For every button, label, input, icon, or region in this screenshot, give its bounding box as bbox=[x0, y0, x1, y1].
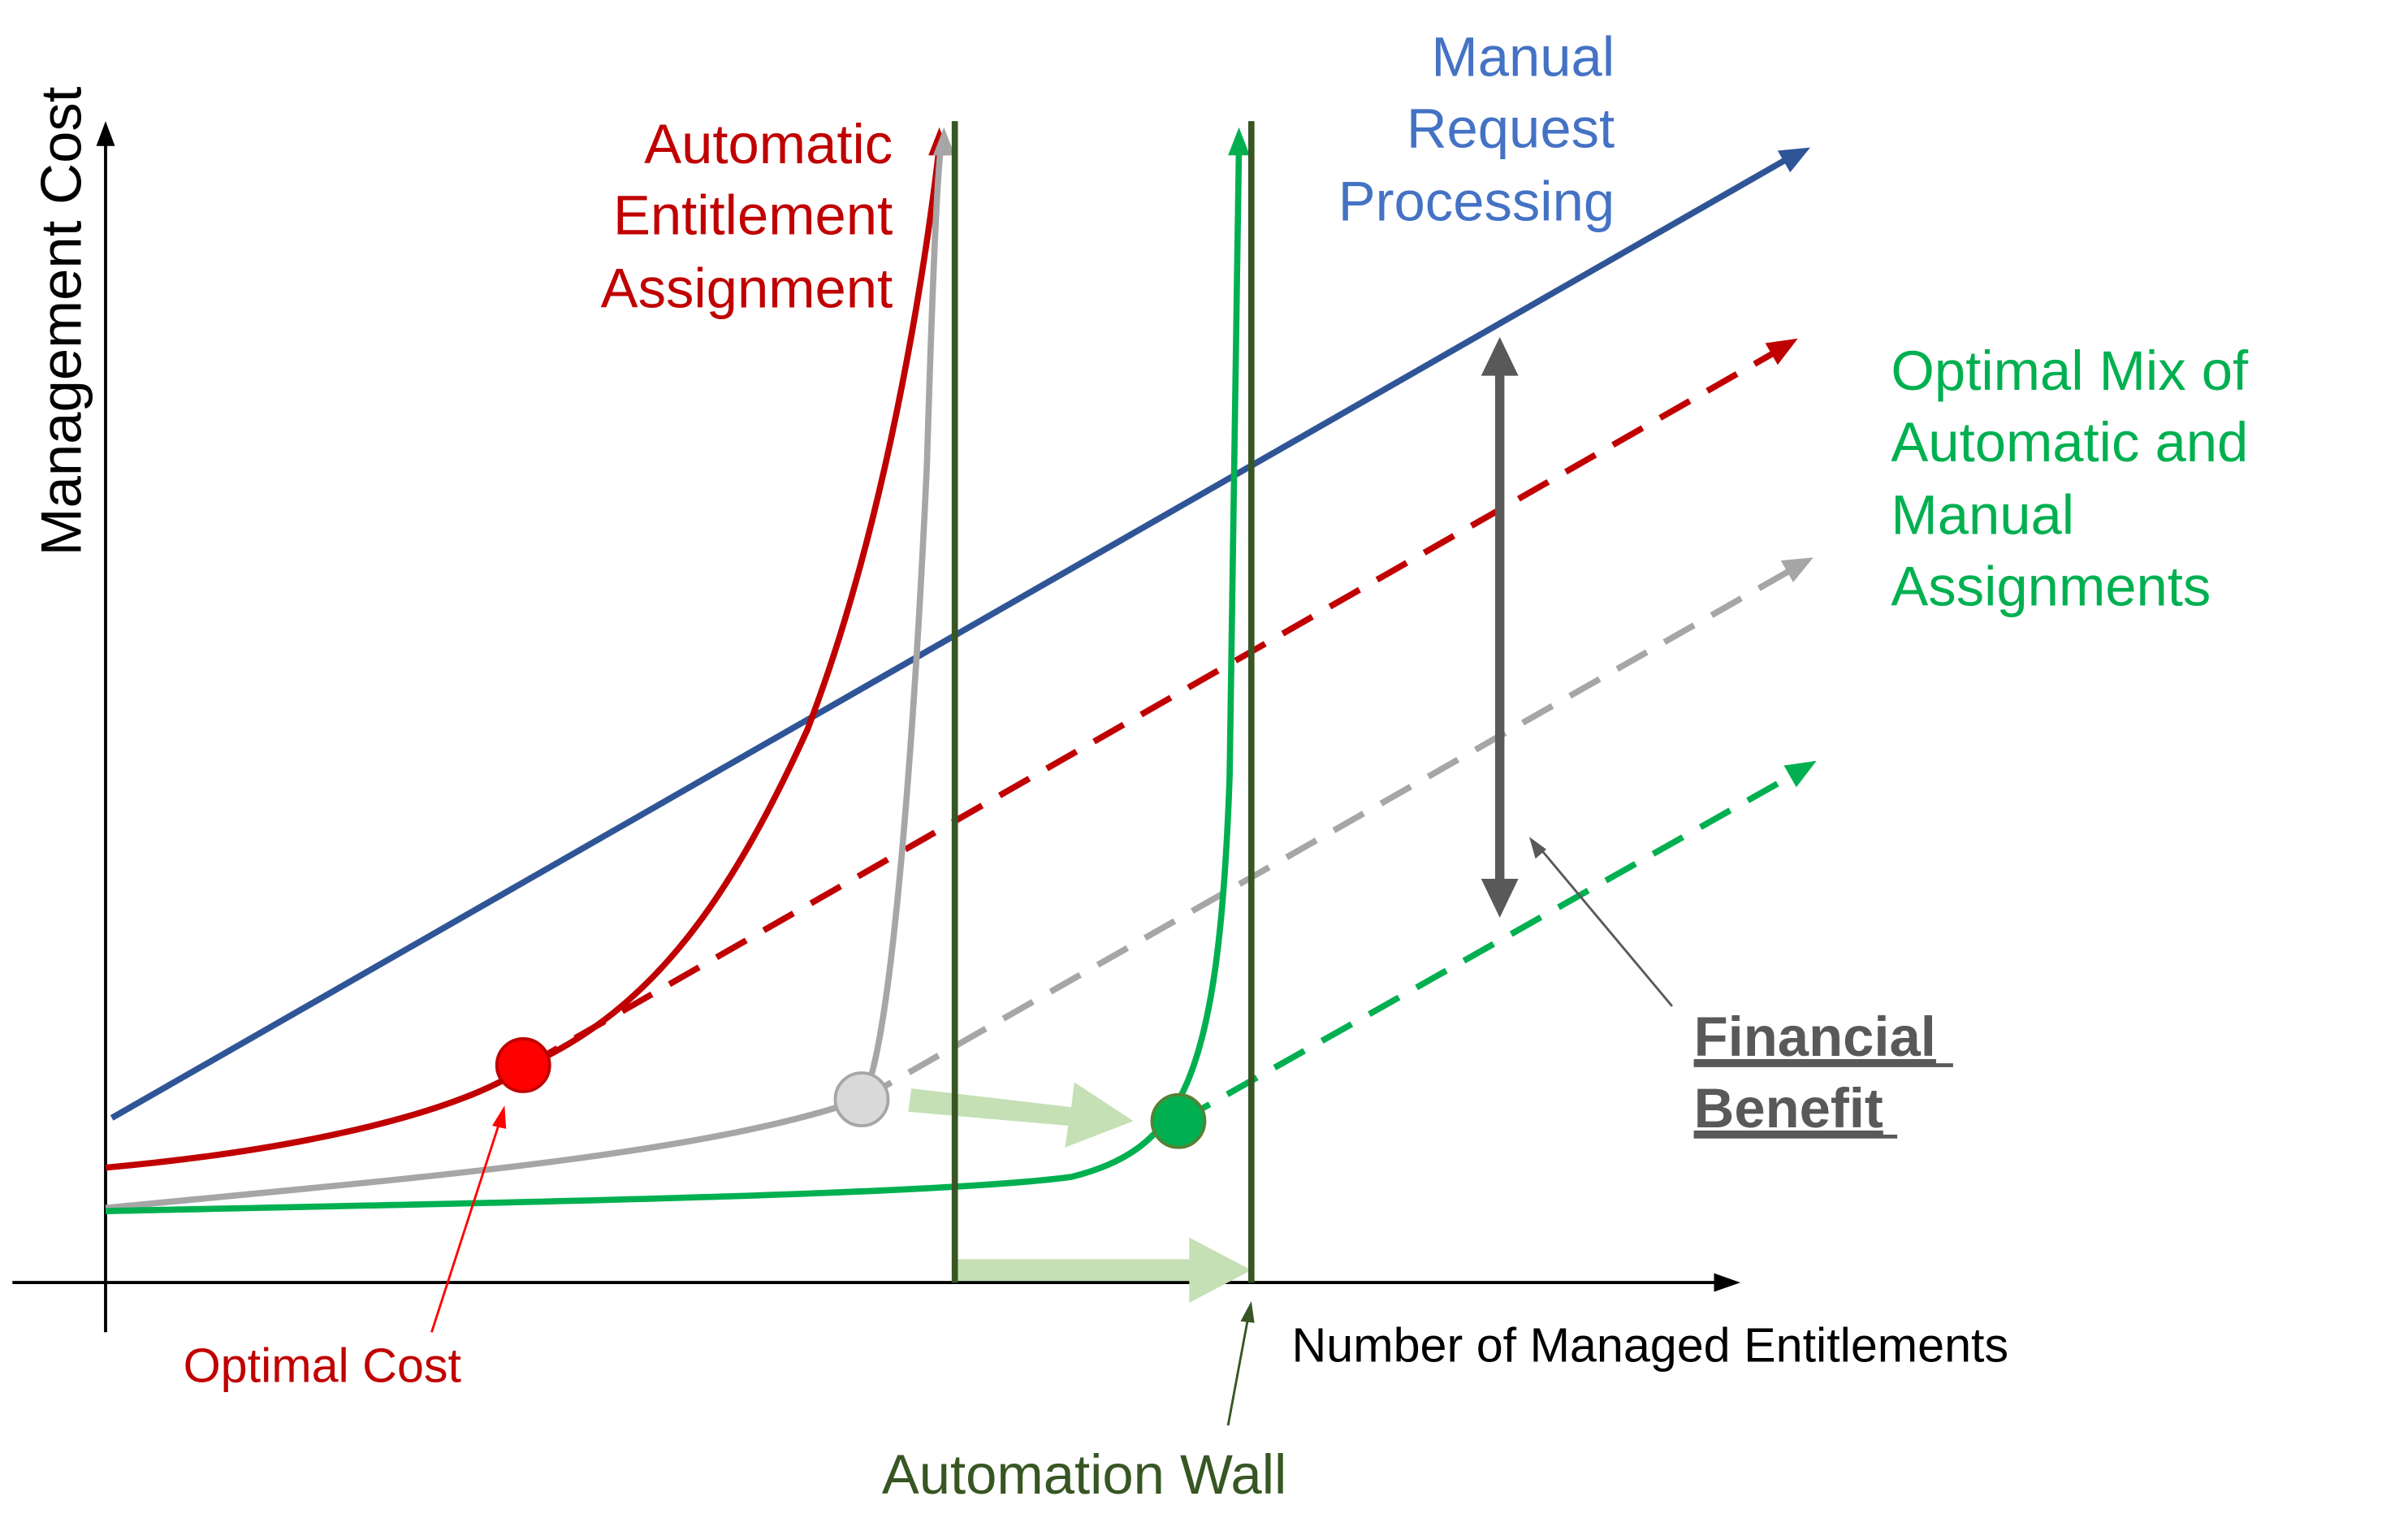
optimal-cost-pointer-icon bbox=[491, 1105, 507, 1129]
y-axis-label: Management Cost bbox=[28, 86, 93, 556]
x-axis-label: Number of Managed Entitlements bbox=[1292, 1318, 2009, 1373]
y-axis-arrow-icon bbox=[96, 121, 115, 146]
optimal-mix-label-line-1: Optimal Mix of bbox=[1891, 340, 2249, 402]
automatic-assignment-curve bbox=[105, 147, 943, 1171]
financial-benefit-pointer-icon bbox=[1528, 837, 1547, 859]
x-axis-arrow-icon bbox=[1714, 1273, 1740, 1292]
financial-benefit-arrow-top-icon bbox=[1481, 336, 1519, 376]
optimum-shift-arrow bbox=[908, 1082, 1134, 1148]
automatic-label-line-1: Automatic bbox=[644, 113, 893, 175]
optimal-mix-label-line-2: Automatic and bbox=[1891, 411, 2248, 474]
green-dashed-line bbox=[1178, 772, 1795, 1124]
optimal-mix-arrow-icon bbox=[1228, 127, 1250, 156]
optimal-cost-label: Optimal Cost bbox=[184, 1338, 462, 1392]
green-dashed-arrow-icon bbox=[1783, 760, 1817, 788]
financial-benefit-pointer bbox=[1536, 844, 1673, 1007]
manual-request-arrow-icon bbox=[1777, 147, 1811, 173]
red-dashed-line bbox=[526, 349, 1776, 1068]
automatic-label-line-3: Assignment bbox=[601, 257, 893, 320]
optimal-point-red bbox=[495, 1037, 551, 1093]
manual-label-line-2: Request bbox=[1407, 97, 1615, 160]
automatic-label-line-2: Entitlement bbox=[613, 184, 893, 247]
manual-label-line-1: Manual bbox=[1431, 26, 1615, 89]
manual-label-line-3: Processing bbox=[1338, 171, 1615, 233]
gray-dashed-line bbox=[860, 569, 1791, 1102]
gray-curve-arrow-icon bbox=[932, 127, 955, 156]
manual-request-line bbox=[110, 157, 1788, 1121]
financial-benefit-arrow-bottom-icon bbox=[1481, 879, 1519, 918]
financial-benefit-label-line-2: Benefit bbox=[1694, 1077, 1883, 1140]
red-dashed-arrow-icon bbox=[1765, 338, 1798, 365]
optimal-point-gray bbox=[833, 1071, 890, 1127]
optimal-point-green bbox=[1150, 1092, 1207, 1149]
automation-wall-label: Automation Wall bbox=[882, 1443, 1286, 1506]
optimal-mix-label-line-3: Manual bbox=[1891, 484, 2074, 547]
wall-shift-arrow bbox=[956, 1237, 1252, 1303]
automation-wall-pointer-icon bbox=[1240, 1301, 1255, 1323]
gray-dashed-arrow-icon bbox=[1780, 557, 1814, 582]
optimal-cost-pointer bbox=[430, 1120, 501, 1333]
optimal-mix-label-line-4: Assignments bbox=[1891, 556, 2211, 618]
automation-wall-pointer bbox=[1226, 1316, 1250, 1426]
gray-curve bbox=[105, 147, 945, 1212]
financial-benefit-label-line-1: Financial bbox=[1694, 1006, 1936, 1068]
